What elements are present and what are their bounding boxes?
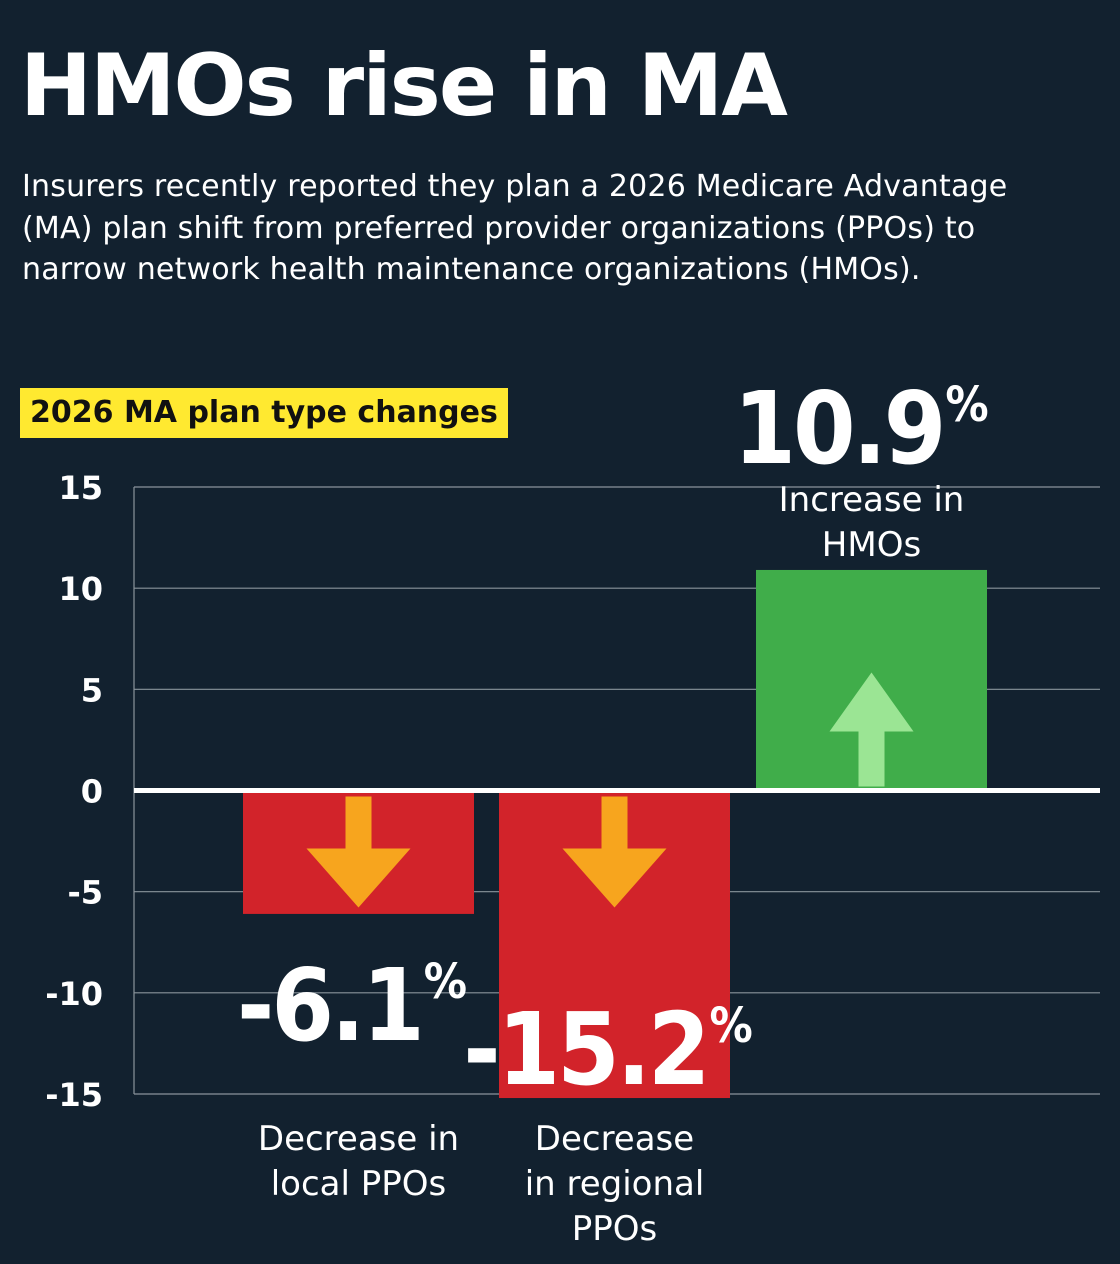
- y-tick-label: 10: [58, 570, 103, 608]
- bars: [243, 569, 987, 1099]
- up-arrow-icon: [829, 672, 914, 787]
- value-label: -15.2%: [463, 991, 751, 1108]
- category-label-line: HMOs: [822, 525, 921, 565]
- category-label-line: Increase in: [779, 480, 965, 520]
- category-label-line: Decrease: [535, 1119, 694, 1159]
- y-tick-label: -15: [45, 1076, 103, 1114]
- category-label: Decrease in regional PPOs: [525, 1119, 705, 1249]
- value-label: -6.1%: [237, 947, 466, 1064]
- y-tick-label: -5: [67, 874, 103, 912]
- y-tick-label: 5: [81, 671, 103, 709]
- category-label-line: PPOs: [572, 1209, 657, 1249]
- value-unit: %: [424, 954, 466, 1010]
- y-tick-label: 15: [58, 469, 103, 507]
- y-tick-label: -10: [45, 975, 103, 1013]
- category-label-line: in regional: [525, 1164, 705, 1204]
- value-number: -6.1: [237, 947, 422, 1064]
- value-unit: %: [710, 998, 752, 1054]
- y-tick-label: 0: [81, 773, 103, 811]
- down-arrow-icon: [562, 796, 667, 908]
- category-label-line: Decrease in: [258, 1119, 459, 1159]
- category-label: Increase in HMOs: [779, 480, 965, 565]
- category-labels: Decrease in local PPOs Decrease in regional…: [258, 480, 964, 1249]
- y-axis: 15 10 5 0 -5 -10 -15: [45, 469, 103, 1114]
- chart-subtitle: Insurers recently reported they plan a 2…: [22, 169, 1008, 287]
- value-label: 10.9%: [733, 370, 987, 487]
- value-labels: -6.1%-15.2%10.9%: [237, 370, 990, 1108]
- value-number: 10.9: [733, 370, 943, 487]
- chart-label: 2026 MA plan type changes: [20, 388, 508, 438]
- category-label: Decrease in local PPOs: [258, 1119, 459, 1204]
- category-label-line: local PPOs: [271, 1164, 447, 1204]
- value-unit: %: [945, 377, 987, 433]
- down-arrow-icon: [306, 796, 411, 908]
- chart-title: HMOs rise in MA: [20, 36, 788, 136]
- value-number: -15.2: [463, 991, 707, 1108]
